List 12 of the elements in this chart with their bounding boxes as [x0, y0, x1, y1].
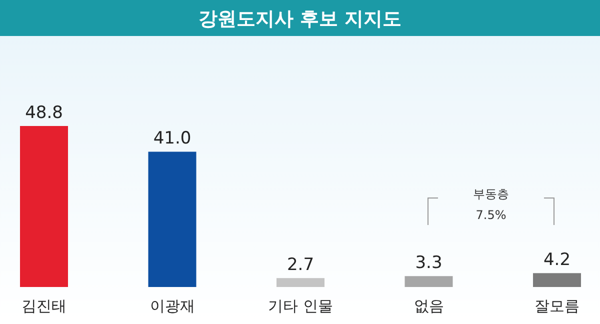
data-label: 48.8 — [25, 103, 63, 123]
x-tick-label: 이광재 — [150, 297, 195, 315]
annotation: 부동층 7.5% — [473, 187, 509, 222]
x-tick-label: 기타 인물 — [268, 297, 333, 315]
data-label: 2.7 — [286, 255, 314, 276]
chart-title: 강원도지사 후보 지지도 — [198, 8, 402, 30]
x-tick-label: 없음 — [414, 297, 444, 315]
x-tick-label: 잘모름 — [534, 297, 580, 315]
data-label: 3.3 — [415, 253, 442, 274]
x-tick-label: 김진태 — [22, 297, 66, 315]
data-label: 4.2 — [543, 250, 571, 270]
data-label: 41.0 — [153, 128, 192, 149]
